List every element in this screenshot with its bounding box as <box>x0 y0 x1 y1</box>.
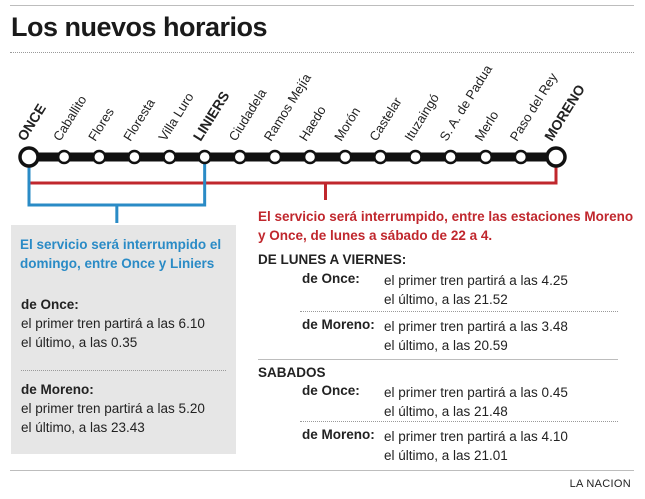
station-marker-ciudadela <box>232 149 248 165</box>
station-label-haedo: Haedo <box>296 103 329 143</box>
mon-fri-from-once-times: el primer tren partirá a las 4.25 el últ… <box>384 271 568 309</box>
saturday-from-once-first: el primer tren partirá a las 0.45 <box>384 385 568 400</box>
station-marker-floresta <box>127 149 142 165</box>
sunday-from-moreno-label: de Moreno: <box>21 382 94 397</box>
station-marker-merlo <box>478 149 493 165</box>
station-marker-s-a-de-padua <box>443 149 458 165</box>
station-marker-ramos-mejia <box>267 149 283 165</box>
station-label-once: ONCE <box>14 101 49 144</box>
mon-fri-from-once-first: el primer tren partirá a las 4.25 <box>384 273 568 288</box>
saturday-from-moreno-last: el último, a las 21.01 <box>384 448 508 463</box>
station-marker-caballito <box>56 149 72 165</box>
title-rule <box>10 52 634 53</box>
saturday-from-moreno-label: de Moreno: <box>302 427 375 442</box>
mon-fri-from-moreno-times: el primer tren partirá a las 3.48 el últ… <box>384 317 568 355</box>
station-marker-flores <box>92 149 107 165</box>
station-marker-moreno <box>545 146 567 168</box>
mon-fri-divider <box>300 311 618 312</box>
station-label-moron: Morón <box>331 104 363 143</box>
station-marker-villa-luro <box>162 149 177 165</box>
page-title: Los nuevos horarios <box>11 12 268 42</box>
weekday-notice: El servicio será interrumpido, entre las… <box>258 209 634 243</box>
station-label-castelar: Castelar <box>366 94 405 144</box>
mon-fri-from-moreno-last: el último, a las 20.59 <box>384 338 508 353</box>
station-marker-castelar <box>373 149 388 165</box>
saturday-from-once-times: el primer tren partirá a las 0.45 el últ… <box>384 383 568 421</box>
station-label-caballito: Caballito <box>50 93 90 144</box>
footer-rule <box>10 470 634 471</box>
mon-fri-from-moreno-label: de Moreno: <box>302 317 375 332</box>
credit: LA NACION <box>569 478 631 490</box>
sunday-from-moreno-first: el primer tren partirá a las 5.20 <box>21 401 205 416</box>
mon-fri-from-moreno-first: el primer tren partirá a las 3.48 <box>384 319 568 334</box>
sunday-interruption-bracket <box>27 163 207 223</box>
saturday-from-moreno-first: el primer tren partirá a las 4.10 <box>384 429 568 444</box>
sunday-from-once-first: el primer tren partirá a las 6.10 <box>21 316 205 331</box>
sunday-notice: El servicio será interrumpido el domingo… <box>20 237 222 271</box>
station-label-floresta: Floresta <box>120 95 158 143</box>
station-marker-haedo <box>302 149 318 165</box>
station-marker-paso-del-rey <box>513 149 529 165</box>
saturday-from-once-label: de Once: <box>302 383 360 398</box>
station-label-merlo: Merlo <box>472 108 502 144</box>
station-marker-moron <box>337 149 353 165</box>
mon-fri-from-once-label: de Once: <box>302 271 360 286</box>
sunday-divider <box>21 370 226 371</box>
section-divider <box>258 359 618 360</box>
saturday-from-once-last: el último, a las 21.48 <box>384 404 508 419</box>
station-marker-once <box>18 146 40 168</box>
mon-fri-heading: DE LUNES A VIERNES: <box>258 252 407 267</box>
sunday-from-once-label: de Once: <box>21 297 79 312</box>
saturday-divider <box>300 421 618 422</box>
top-rule <box>10 5 634 6</box>
station-marker-liniers <box>197 149 212 165</box>
station-markers <box>18 146 567 168</box>
saturday-heading: SABADOS <box>258 365 326 380</box>
station-marker-ituzaingo <box>408 149 423 165</box>
sunday-from-moreno-last: el último, a las 23.43 <box>21 420 145 435</box>
station-label-flores: Flores <box>85 105 117 144</box>
sunday-panel <box>11 225 236 454</box>
saturday-from-moreno-times: el primer tren partirá a las 4.10 el últ… <box>384 427 568 465</box>
sunday-from-moreno: de Moreno: el primer tren partirá a las … <box>21 380 205 437</box>
sunday-from-once: de Once: el primer tren partirá a las 6.… <box>21 295 205 352</box>
mon-fri-from-once-last: el último, a las 21.52 <box>384 292 508 307</box>
sunday-from-once-last: el último, a las 0.35 <box>21 335 138 350</box>
weekday-interruption-bracket <box>27 163 558 200</box>
